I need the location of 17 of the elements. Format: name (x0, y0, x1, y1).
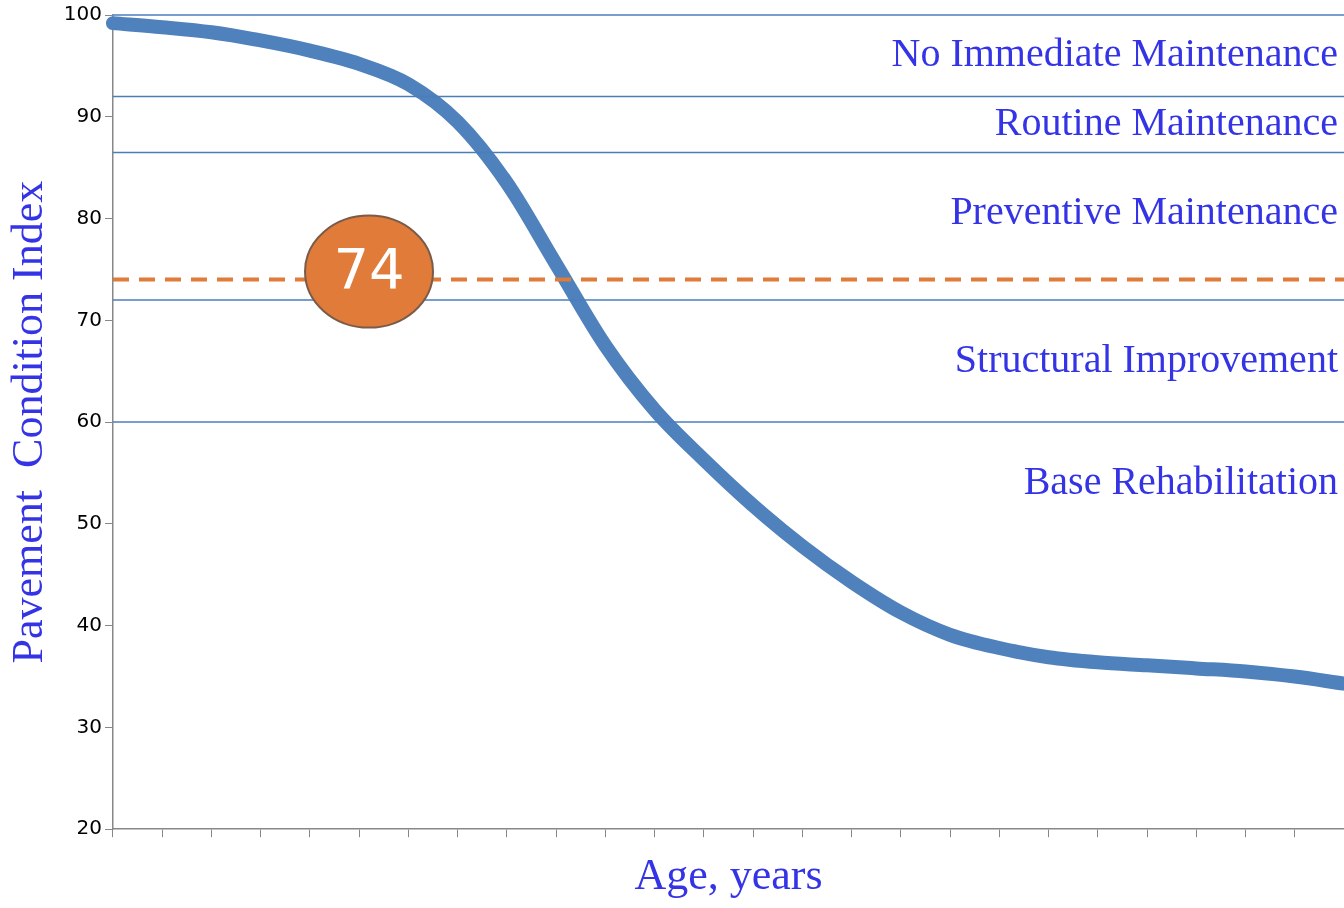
annotation: Structural Improvement (954, 335, 1338, 381)
y-tick-label: 40 (76, 611, 102, 636)
x-axis-title: Age, years (634, 850, 823, 900)
y-tick-label: 30 (76, 713, 102, 738)
y-tick-label: 80 (76, 204, 102, 229)
annotation: Preventive Maintenance (950, 187, 1338, 233)
y-tick-label: 50 (76, 510, 102, 535)
y-tick-label: 70 (76, 306, 102, 331)
y-tick-label: 100 (63, 1, 102, 26)
ref-line-label: 74 (333, 236, 405, 302)
y-tick-label: 60 (76, 408, 102, 433)
annotation: Routine Maintenance (994, 98, 1338, 144)
y-axis-title: Pavement Condition Index (2, 180, 52, 664)
annotation: No Immediate Maintenance (891, 30, 1338, 76)
annotation: Base Rehabilitation (1023, 457, 1338, 503)
y-tick-label: 90 (76, 102, 102, 127)
y-tick-label: 20 (76, 815, 102, 840)
